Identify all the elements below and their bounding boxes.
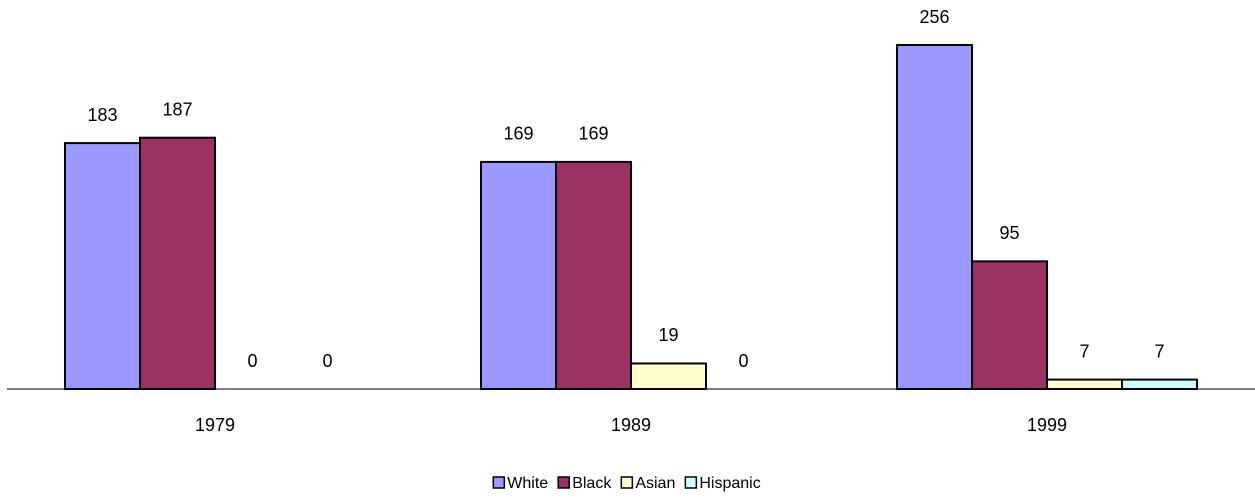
bar: [139, 136, 216, 390]
value-label: 256: [919, 7, 949, 27]
x-tick-label: 1979: [195, 415, 235, 435]
value-label: 169: [578, 124, 608, 144]
bar: [1121, 378, 1198, 390]
legend-label: Black: [572, 475, 612, 492]
value-label: 169: [503, 124, 533, 144]
bar: [1046, 378, 1123, 390]
legend-swatch: [557, 476, 570, 489]
bar: [555, 160, 632, 390]
value-label: 95: [999, 223, 1019, 243]
value-label: 0: [322, 351, 332, 371]
bar: [480, 160, 557, 390]
x-tick-label: 1989: [611, 415, 651, 435]
value-label: 0: [738, 351, 748, 371]
legend-swatch: [620, 476, 634, 489]
x-tick-label: 1999: [1027, 415, 1067, 435]
bar: [64, 142, 141, 390]
value-label: 187: [162, 99, 192, 119]
legend-label: Hispanic: [699, 475, 760, 492]
value-label: 183: [87, 105, 117, 125]
legend-label: White: [507, 475, 548, 492]
value-label: 19: [658, 325, 678, 345]
value-label: 0: [247, 351, 257, 371]
value-label: 7: [1154, 341, 1164, 361]
bar: [896, 44, 973, 390]
bar: [630, 362, 707, 390]
legend-swatch: [492, 476, 506, 489]
legend: White Black Asian Hispanic: [492, 475, 761, 492]
bar: [971, 260, 1048, 390]
legend-label: Asian: [635, 475, 675, 492]
legend-swatch: [684, 476, 698, 489]
value-label: 7: [1079, 341, 1089, 361]
